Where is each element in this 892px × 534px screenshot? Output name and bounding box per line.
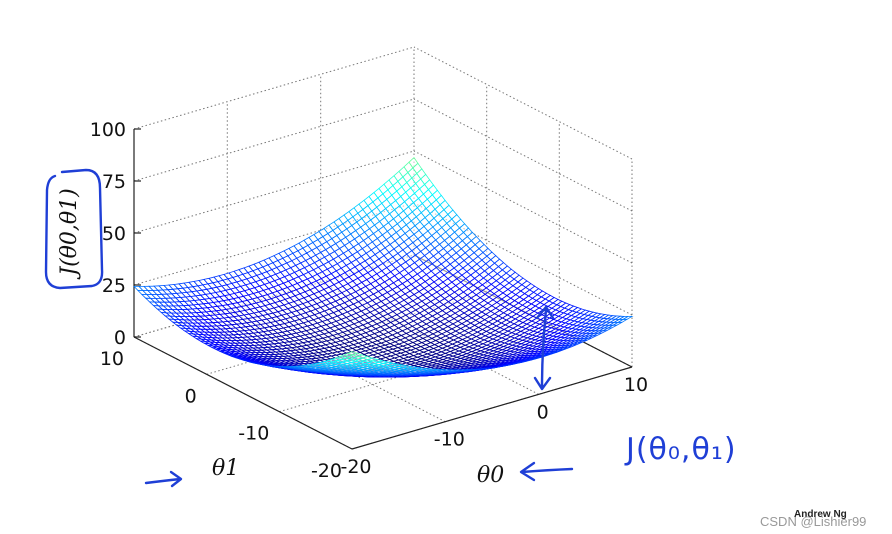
grid-line — [413, 150, 633, 264]
grid-line — [133, 202, 415, 286]
y-axis-label: θ1 — [212, 456, 239, 481]
x-tick-label: 10 — [624, 374, 648, 396]
grid-line — [133, 98, 415, 182]
z-tick-label: 75 — [102, 171, 126, 193]
grid-line — [279, 329, 560, 413]
y-tick-label: -20 — [311, 460, 342, 482]
theta0-arrow — [519, 461, 574, 482]
x-axis-line — [351, 366, 633, 450]
x-tick-label: -10 — [434, 429, 465, 451]
y-tick-label: 10 — [100, 348, 124, 370]
theta1-arrow — [144, 470, 183, 488]
y-tick-label: -10 — [238, 423, 269, 445]
height-arrow — [533, 305, 555, 391]
mesh-cell — [621, 315, 634, 320]
y-axis-line — [133, 336, 353, 450]
handwritten-formula: J(θ₀,θ₁) — [624, 432, 737, 467]
zlabel-highlight-box — [44, 168, 104, 290]
z-axis-label: J(θ0,θ1) — [57, 188, 82, 279]
surface-mesh — [133, 156, 634, 378]
grid-line — [413, 46, 633, 160]
grid-line — [133, 46, 415, 130]
z-tick-label: 0 — [114, 327, 126, 349]
x-tick-label: -20 — [340, 456, 371, 478]
y-tick-label: 0 — [185, 385, 197, 407]
watermark-text: CSDN @Lishier99 — [760, 514, 866, 529]
z-tick-label: 50 — [102, 223, 126, 245]
x-axis-label: θ0 — [477, 463, 504, 488]
z-tick-label: 100 — [90, 119, 126, 141]
z-tick-label: 25 — [102, 275, 126, 297]
grid-line — [413, 98, 633, 212]
x-tick-label: 0 — [537, 401, 549, 423]
grid-line — [133, 150, 415, 234]
credit-text: Andrew Ng — [794, 509, 847, 520]
